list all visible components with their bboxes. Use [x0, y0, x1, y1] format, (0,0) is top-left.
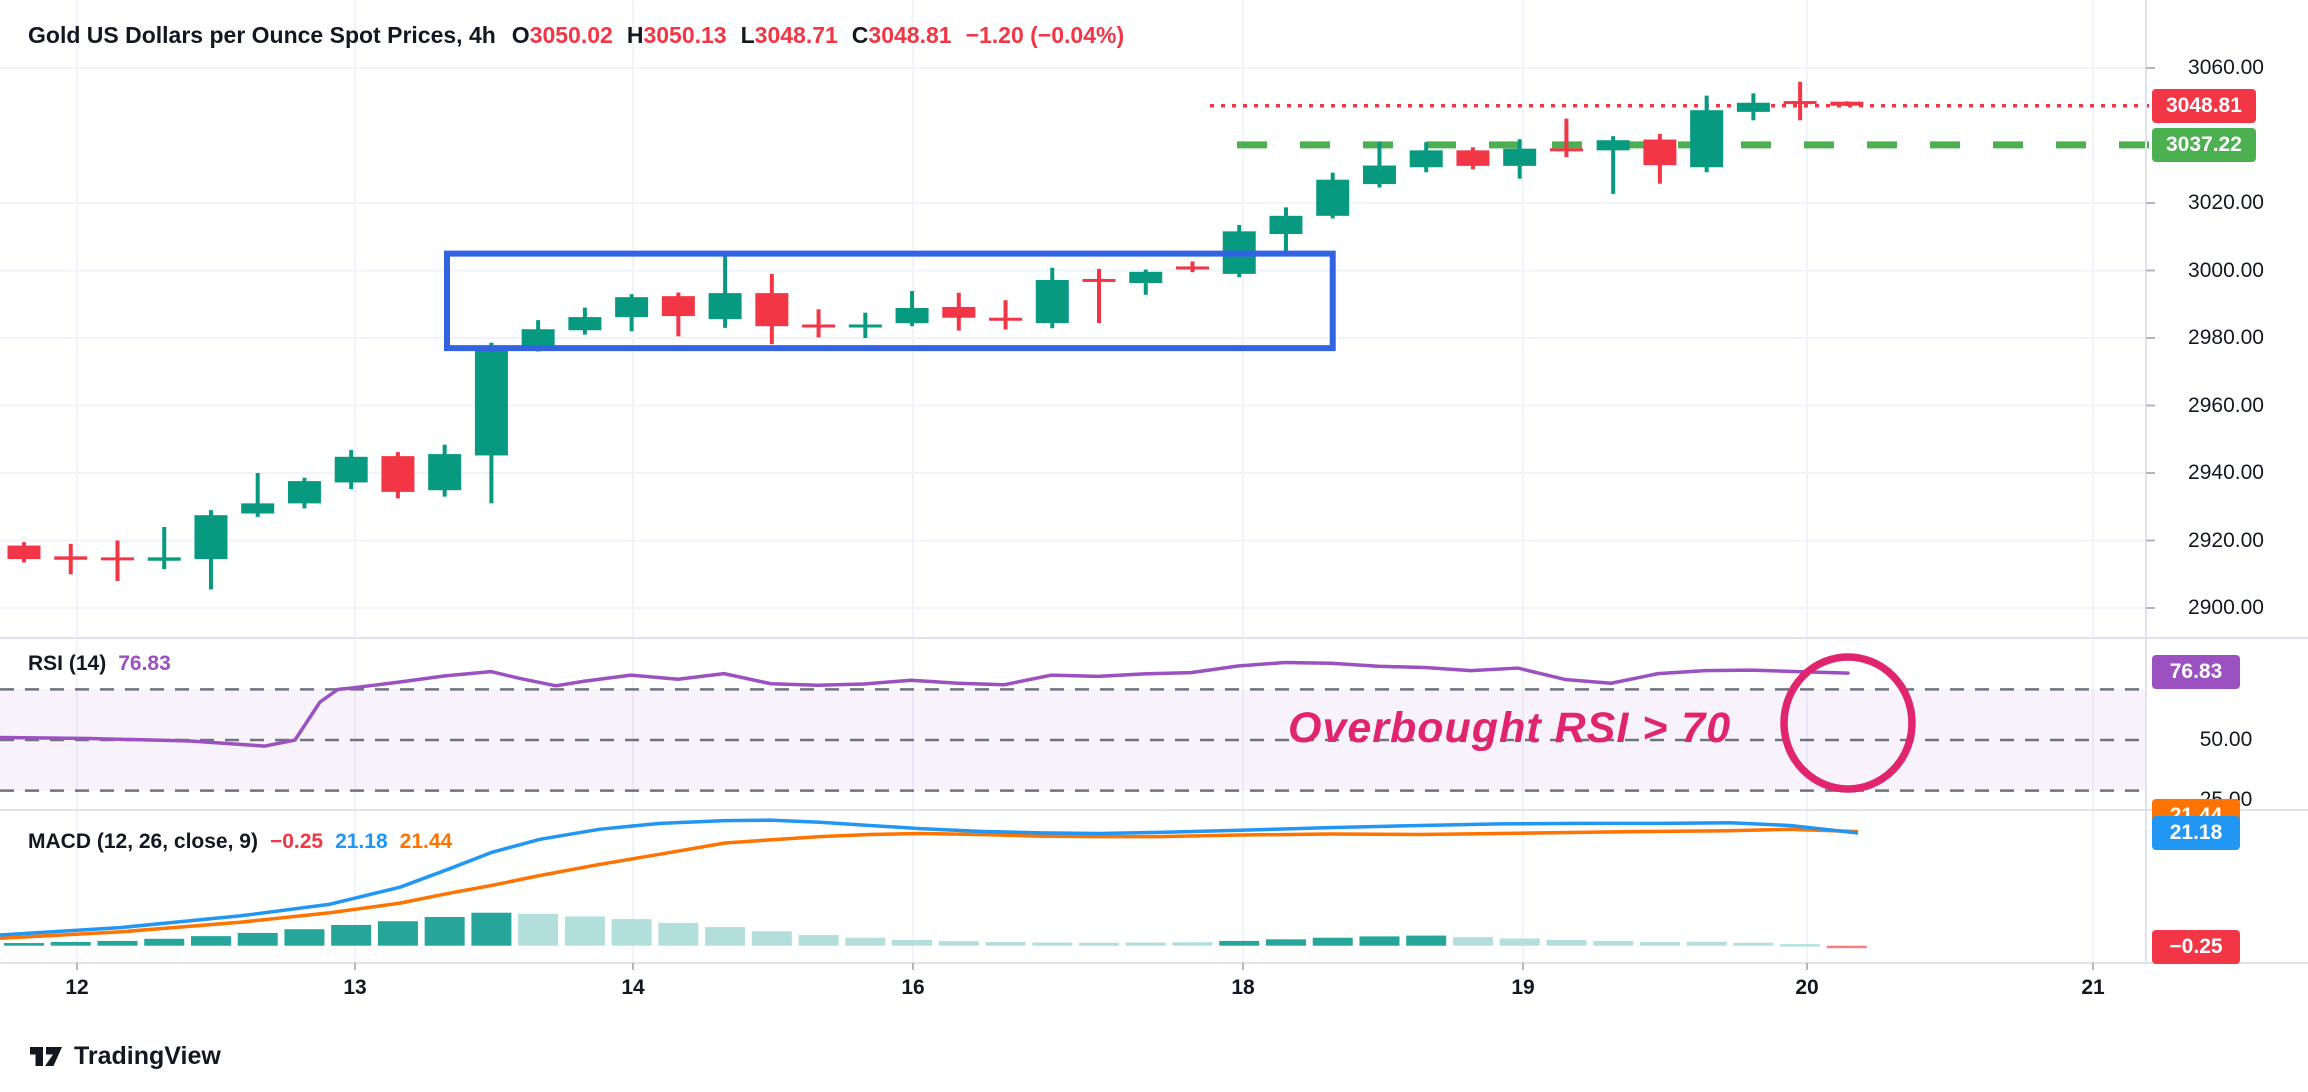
time-tick-label: 13: [343, 976, 367, 999]
macd-hist-badge: −0.25: [2152, 930, 2240, 965]
price-tick-label: 2980.00: [2188, 326, 2264, 349]
time-tick-label: 21: [2081, 976, 2105, 999]
price-tick-label: 3060.00: [2188, 56, 2264, 79]
time-tick-label: 18: [1231, 976, 1255, 999]
price-tick-label: 2920.00: [2188, 528, 2264, 552]
macd-line-value: 21.18: [335, 830, 388, 853]
last-price-badge: 3048.81: [2152, 88, 2256, 123]
rsi-name: RSI (14): [28, 652, 107, 675]
change-value: −1.20 (−0.04%): [965, 22, 1125, 48]
macd-line-badge: 21.18: [2152, 816, 2240, 851]
macd-hist-value: −0.25: [269, 830, 324, 853]
chart-header: Gold US Dollars per Ounce Spot Prices, 4…: [28, 22, 1124, 49]
high-value: H3050.13: [626, 22, 727, 48]
time-tick-label: 12: [65, 976, 89, 999]
time-tick-label: 19: [1511, 976, 1535, 999]
macd-label-row: MACD (12, 26, close, 9) −0.25 21.18 21.4…: [28, 830, 452, 854]
tradingview-logo[interactable]: TradingView: [28, 1038, 221, 1074]
rsi-tick-label: 50.00: [2199, 728, 2253, 751]
price-tick-label: 2960.00: [2188, 393, 2264, 417]
level-price-badge: 3037.22: [2152, 127, 2256, 162]
time-tick-label: 14: [621, 976, 645, 999]
rsi-value: 76.83: [118, 652, 171, 675]
rsi-value-badge: 76.83: [2152, 655, 2240, 690]
open-value: O3050.02: [511, 22, 613, 48]
price-tick-label: 3000.00: [2188, 258, 2264, 282]
price-tick-label: 2900.00: [2188, 596, 2264, 619]
price-tick-label: 2940.00: [2188, 461, 2264, 484]
symbol-title: Gold US Dollars per Ounce Spot Prices, 4…: [28, 22, 496, 48]
price-tick-label: 3020.00: [2188, 191, 2264, 214]
tradingview-logo-text: TradingView: [74, 1041, 221, 1070]
overbought-annotation: Overbought RSI > 70: [1288, 704, 1732, 752]
close-value: C3048.81: [851, 22, 952, 48]
tradingview-mark-icon: [30, 1047, 62, 1066]
time-tick-label: 16: [901, 976, 925, 999]
macd-signal-value: 21.44: [399, 830, 453, 853]
time-tick-label: 20: [1795, 976, 1819, 999]
low-value: L3048.71: [740, 22, 838, 48]
macd-name: MACD (12, 26, close, 9): [28, 830, 258, 853]
rsi-label-row: RSI (14) 76.83: [28, 652, 171, 676]
ohlc-values: O3050.02 H3050.13 L3048.71 C3048.81 −1.2…: [512, 22, 1124, 49]
